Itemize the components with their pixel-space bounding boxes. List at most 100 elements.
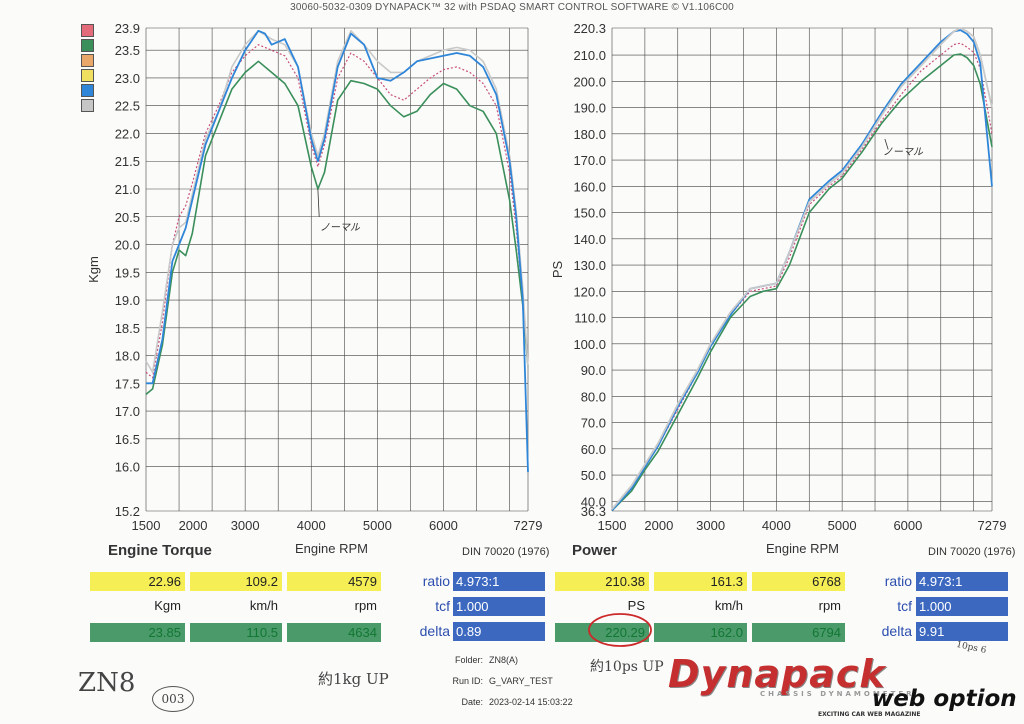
power-y-tick: 190.0 [573,101,606,116]
torque-y-tick: 15.2 [115,504,140,519]
torque-y-tick: 20.5 [115,210,140,225]
legend-swatch-5 [81,99,94,112]
torque-y-tick: 22.5 [115,99,140,114]
torque-y-label: Kgm [86,256,101,283]
torque-series-line-1 [145,44,529,379]
power-y-tick: 110.0 [574,311,606,326]
power-series-line-1 [611,42,993,511]
torque-y-tick: 16.0 [115,460,140,475]
power-y-tick: 70.0 [581,416,606,431]
power-tcf-label: tcf [897,598,912,614]
power-bottom-value: 220.29 [555,623,649,642]
power-y-tick: 160.0 [573,179,606,194]
folder-value: ZN8(A) [489,655,518,665]
torque-top-speed: 109.2 [190,572,282,591]
date-label: Date: [461,697,483,707]
torque-x-tick: 5000 [363,518,392,533]
weboption-tagline: EXCITING CAR WEB MAGAZINE [818,711,921,718]
ratio-label: ratio [422,573,450,589]
torque-y-tick: 19.0 [115,293,140,308]
rpm-unit: rpm [354,598,377,613]
power-y-tick: 80.0 [581,389,606,404]
dynapack-sub: CHASSIS DYNAMOMETER [760,690,915,698]
power-y-tick: 150.0 [573,206,606,221]
power-y-tick: 130.0 [573,258,606,273]
delta-label: delta [419,623,450,639]
weboption-logo: web option [872,686,1017,712]
power-y-tick: 140.0 [573,232,606,247]
torque-bottom-speed: 110.5 [190,623,282,642]
torque-y-tick: 18.0 [115,349,140,364]
power-x-tick: 7279 [978,518,1007,533]
torque-x-tick: 7279 [514,518,543,533]
speed-unit: km/h [249,598,278,613]
torque-annotation: ノーマル [320,223,361,234]
torque-x-tick: 6000 [429,518,458,533]
power-chart: 36.340.0 50.0 60.0 70.0 80.0 90.0 100.0 110.0 12… [550,21,1015,559]
handwritten-torque-note: 約1kg UP [318,670,389,688]
handwritten-model: ZN8 [78,668,136,698]
date-value: 2023-02-14 15:03:22 [489,697,573,707]
power-annotation-pointer [884,138,889,150]
torque-top-value: 22.96 [90,572,185,591]
legend-swatch-2 [81,54,94,67]
torque-title: Engine Torque [108,542,212,559]
power-ratio-label: ratio [884,573,912,589]
torque-series-line-2 [145,29,529,374]
power-series-line-0 [611,53,993,512]
power-speed-unit: km/h [714,598,743,613]
power-series-line-2 [611,29,993,512]
power-y-tick: 120.0 [573,284,606,299]
torque-annotation-pointer [317,188,320,217]
power-top-value: 210.38 [555,572,649,591]
run-id-value: G_VARY_TEST [489,676,553,686]
torque-y-tick: 21.5 [115,154,140,169]
power-y-tick: 200.0 [573,74,606,89]
torque-y-tick: 17.0 [115,404,140,419]
power-standard: DIN 70020 (1976) [928,546,1015,558]
tcf-label: tcf [435,598,450,614]
torque-series-line-0 [145,60,529,396]
dynapack-logo: Dynapack [668,652,886,696]
power-series-line-3 [611,27,993,510]
power-y-tick: 210.0 [573,48,606,63]
power-annotation: ノーマル [883,147,924,158]
legend-swatch-4 [81,84,94,97]
power-bottom-speed: 162.0 [654,623,747,642]
torque-x-label: Engine RPM [295,541,368,556]
power-unit: PS [627,598,645,613]
handwritten-number: 003 [152,686,194,712]
legend-swatch-3 [81,69,94,82]
torque-y-tick: 23.5 [115,43,140,58]
power-y-tick: 60.0 [581,442,606,457]
power-x-tick: 5000 [828,518,857,533]
power-y-tick: 40.0 [581,494,606,509]
power-rpm-unit: rpm [818,598,841,613]
power-delta-value: 9.91 [916,622,1008,641]
power-y-tick: 36.3 [581,504,606,519]
legend-swatch-0 [81,24,94,37]
torque-bottom-rpm: 4634 [287,623,381,642]
torque-x-tick: 2000 [179,518,208,533]
torque-y-tick: 17.5 [115,376,140,391]
power-x-tick: 3000 [696,518,725,533]
report-header: 30060-5032-0309 DYNAPACK™ 32 with PSDAQ … [290,2,734,13]
power-y-tick: 50.0 [581,468,606,483]
tcf-value: 1.000 [453,597,545,616]
power-x-tick: 6000 [893,518,922,533]
power-bottom-rpm: 6794 [752,623,845,642]
power-tcf-value: 1.000 [916,597,1008,616]
torque-x-tick: 3000 [231,518,260,533]
power-y-tick: 180.0 [573,127,606,142]
power-y-tick: 90.0 [581,363,606,378]
color-legend [81,24,94,114]
highlight-circle [588,613,652,647]
torque-y-tick: 23.9 [115,21,140,36]
torque-y-tick: 21.0 [115,182,140,197]
delta-value: 0.89 [453,622,545,641]
power-x-label: Engine RPM [766,541,839,556]
power-x-tick: 1500 [598,518,627,533]
torque-chart: 15.2 16.0 16.5 17.0 17.5 18.0 18.5 19.0 19.5 20.0… [86,21,549,559]
power-y-tick: 100.0 [573,337,606,352]
